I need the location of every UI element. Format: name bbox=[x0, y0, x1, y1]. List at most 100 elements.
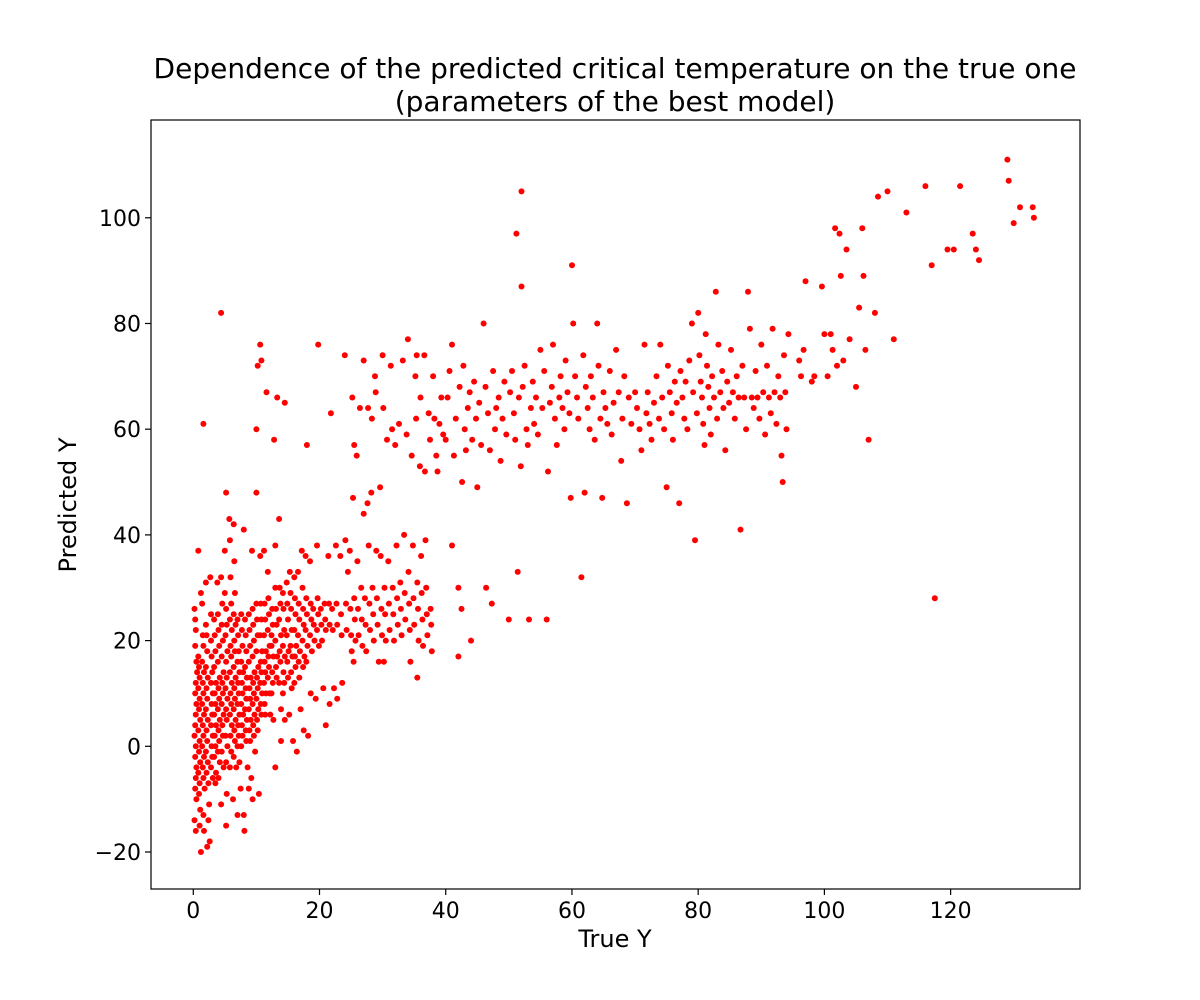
data-point bbox=[228, 722, 235, 729]
data-point bbox=[375, 658, 382, 665]
data-point bbox=[300, 605, 307, 612]
data-point bbox=[424, 632, 431, 639]
data-point bbox=[625, 394, 632, 401]
data-point bbox=[705, 383, 712, 390]
data-point bbox=[211, 732, 218, 739]
data-point bbox=[686, 357, 693, 364]
data-point bbox=[311, 637, 318, 644]
data-point bbox=[199, 679, 206, 686]
data-point bbox=[318, 621, 325, 628]
data-point bbox=[697, 378, 704, 385]
data-point bbox=[413, 352, 420, 359]
data-point bbox=[348, 648, 355, 655]
data-point bbox=[223, 621, 230, 628]
data-point bbox=[274, 394, 281, 401]
data-point bbox=[240, 526, 247, 533]
data-point bbox=[668, 410, 675, 417]
data-point bbox=[733, 373, 740, 380]
data-point bbox=[234, 616, 241, 623]
data-point bbox=[265, 653, 272, 660]
data-point bbox=[218, 701, 225, 707]
data-point bbox=[681, 415, 688, 422]
data-point bbox=[314, 627, 320, 633]
data-point bbox=[273, 605, 279, 612]
data-point bbox=[653, 373, 660, 380]
data-point bbox=[415, 637, 422, 644]
data-point bbox=[253, 600, 260, 607]
data-point bbox=[700, 420, 707, 427]
data-point bbox=[248, 775, 255, 781]
data-point bbox=[452, 415, 459, 422]
data-point bbox=[247, 716, 254, 723]
data-point bbox=[246, 627, 253, 633]
data-point bbox=[337, 553, 344, 559]
data-point bbox=[853, 383, 859, 390]
data-point bbox=[292, 611, 299, 618]
data-point bbox=[192, 743, 199, 750]
y-tick-label: 0 bbox=[127, 735, 141, 760]
data-point bbox=[419, 616, 426, 623]
data-point bbox=[249, 653, 256, 660]
y-tick-label: 60 bbox=[113, 418, 141, 443]
data-point bbox=[418, 590, 425, 596]
data-point bbox=[212, 780, 219, 787]
data-point bbox=[192, 722, 199, 729]
data-point bbox=[240, 812, 247, 818]
data-point bbox=[401, 531, 408, 538]
data-point bbox=[368, 489, 375, 496]
data-point bbox=[288, 605, 295, 612]
data-point bbox=[706, 405, 713, 411]
data-point bbox=[360, 510, 367, 517]
data-point bbox=[754, 394, 761, 401]
data-point bbox=[213, 722, 219, 729]
data-point bbox=[656, 415, 662, 422]
data-point bbox=[250, 722, 257, 729]
data-point bbox=[308, 616, 315, 623]
data-point bbox=[307, 600, 314, 607]
data-point bbox=[191, 732, 198, 739]
data-point bbox=[370, 611, 377, 618]
data-point bbox=[561, 426, 568, 433]
data-point bbox=[606, 368, 613, 374]
data-point bbox=[344, 568, 351, 575]
data-point bbox=[272, 764, 279, 771]
data-point bbox=[355, 632, 362, 639]
chart-title: Dependence of the predicted critical tem… bbox=[154, 52, 1077, 85]
data-point bbox=[226, 711, 233, 718]
data-point bbox=[695, 309, 702, 316]
data-point bbox=[283, 632, 290, 639]
data-point bbox=[421, 352, 428, 359]
data-point bbox=[503, 431, 510, 438]
data-point bbox=[859, 225, 866, 232]
data-point bbox=[254, 716, 260, 723]
x-tick-label: 0 bbox=[186, 899, 200, 924]
data-point bbox=[310, 605, 317, 612]
data-point bbox=[250, 679, 257, 686]
data-point bbox=[293, 748, 300, 755]
data-point bbox=[200, 732, 207, 739]
data-point bbox=[745, 288, 751, 295]
data-point bbox=[277, 600, 284, 607]
data-point bbox=[559, 405, 566, 411]
data-point bbox=[641, 341, 648, 348]
data-point bbox=[539, 405, 546, 411]
data-point bbox=[273, 664, 279, 670]
data-point bbox=[574, 394, 580, 401]
data-point bbox=[928, 262, 935, 269]
data-point bbox=[821, 331, 828, 338]
data-point bbox=[264, 627, 271, 633]
data-point bbox=[240, 669, 247, 676]
data-point bbox=[599, 494, 606, 501]
data-point bbox=[507, 389, 514, 396]
y-tick-label: 100 bbox=[99, 207, 141, 232]
data-point bbox=[378, 605, 385, 612]
data-point bbox=[427, 436, 433, 443]
data-point bbox=[701, 442, 708, 448]
data-point bbox=[211, 616, 218, 623]
data-point bbox=[385, 600, 392, 607]
data-point bbox=[325, 553, 332, 559]
data-point bbox=[197, 806, 204, 813]
data-point bbox=[230, 611, 237, 618]
data-point bbox=[283, 579, 290, 586]
data-point bbox=[428, 648, 435, 655]
